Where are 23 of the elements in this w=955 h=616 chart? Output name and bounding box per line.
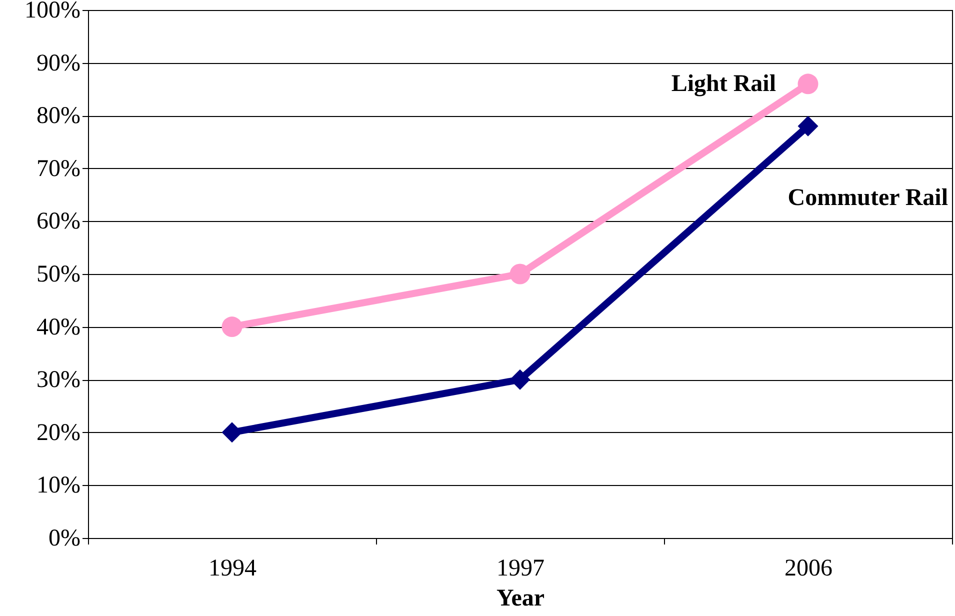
x-tick-label: 2006: [784, 556, 832, 582]
x-tick-label: 1997: [496, 556, 544, 582]
y-tick-label: 0%: [48, 526, 80, 552]
x-tick-label: 1994: [208, 556, 256, 582]
point: [222, 422, 242, 443]
y-tick-label: 40%: [36, 314, 80, 340]
x-axis-title: Year: [496, 586, 545, 612]
point: [510, 369, 530, 390]
y-tick-label: 20%: [36, 420, 80, 446]
y-tick-label: 70%: [36, 156, 80, 182]
y-tick-label: 10%: [36, 472, 80, 499]
series-label: Commuter Rail: [788, 185, 948, 212]
y-tick-label: 90%: [36, 50, 80, 76]
y-tick-label: 50%: [36, 262, 80, 288]
point: [222, 316, 242, 338]
point: [798, 116, 818, 136]
point: [798, 74, 818, 94]
y-tick-label: 60%: [36, 208, 80, 235]
point: [510, 264, 530, 284]
y-tick-label: 100%: [24, 0, 80, 24]
y-tick-label: 30%: [36, 367, 80, 394]
y-tick-label: 80%: [36, 103, 80, 130]
series-label: Light Rail: [671, 70, 776, 97]
